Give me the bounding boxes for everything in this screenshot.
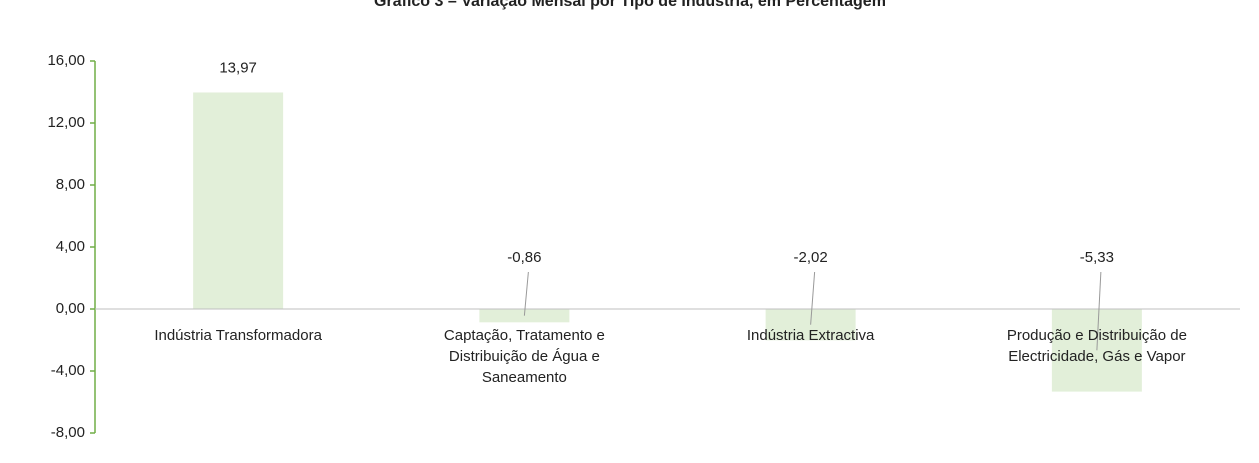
y-tick-label: 16,00 <box>47 52 85 69</box>
y-tick-label: -4,00 <box>51 362 85 379</box>
data-label: -0,86 <box>507 249 541 266</box>
data-label: -2,02 <box>794 249 828 266</box>
y-tick-label: 8,00 <box>56 176 85 193</box>
x-tick-label: Produção e Distribuição de Electricidade,… <box>1007 327 1187 365</box>
y-tick-label: 4,00 <box>56 238 85 255</box>
y-tick-label: 12,00 <box>47 114 85 131</box>
x-tick-label: Captação, Tratamento e Distribuição de Ág… <box>444 327 605 386</box>
chart-title: Gráfico 3 – Variação Mensal por Tipo de … <box>374 0 886 10</box>
leader-line <box>1096 271 1102 351</box>
data-label: -5,33 <box>1080 249 1114 266</box>
bar <box>193 92 284 309</box>
y-tick-label: -8,00 <box>51 424 85 441</box>
y-tick-label: 0,00 <box>56 300 85 317</box>
data-label: 13,97 <box>219 59 257 76</box>
x-tick-label: Indústria Extractiva <box>747 327 875 344</box>
x-tick-label: Indústria Transformadora <box>154 327 322 344</box>
leader-line <box>523 271 529 316</box>
leader-line <box>810 271 816 325</box>
